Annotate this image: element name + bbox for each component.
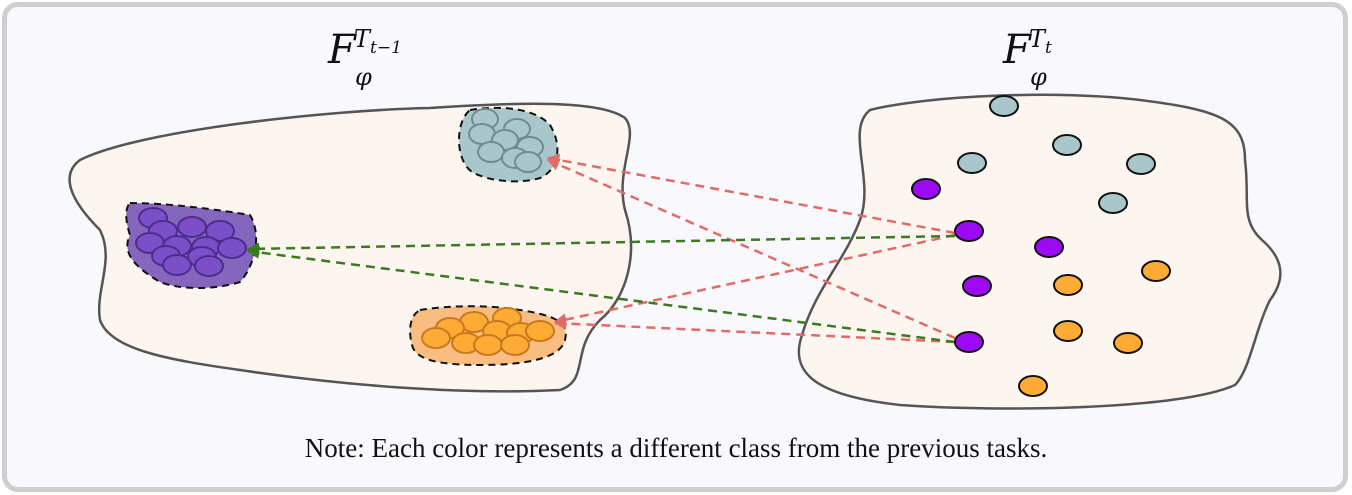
svg-text:T: T — [354, 25, 372, 53]
svg-text:t: t — [1045, 38, 1052, 58]
teal-points — [957, 95, 1156, 214]
orange-class-cluster — [409, 305, 567, 367]
svg-text:F: F — [1002, 27, 1032, 73]
svg-text:T: T — [1029, 25, 1047, 53]
svg-text:φ: φ — [1030, 63, 1047, 91]
right-space-label: F φ T t — [1002, 25, 1052, 91]
teal-class-cluster — [458, 106, 559, 183]
red-arrows — [546, 153, 956, 344]
purple-class-cluster — [125, 201, 258, 289]
orange-points — [1018, 260, 1171, 397]
svg-text:t−1: t−1 — [370, 38, 402, 58]
left-space-label: F φ T t−1 — [327, 25, 402, 91]
green-arrows — [246, 234, 956, 344]
svg-text:φ: φ — [355, 63, 372, 91]
purple-points — [911, 178, 1064, 353]
svg-text:F: F — [327, 27, 357, 73]
figure-note: Note: Each color represents a different … — [304, 433, 1048, 463]
